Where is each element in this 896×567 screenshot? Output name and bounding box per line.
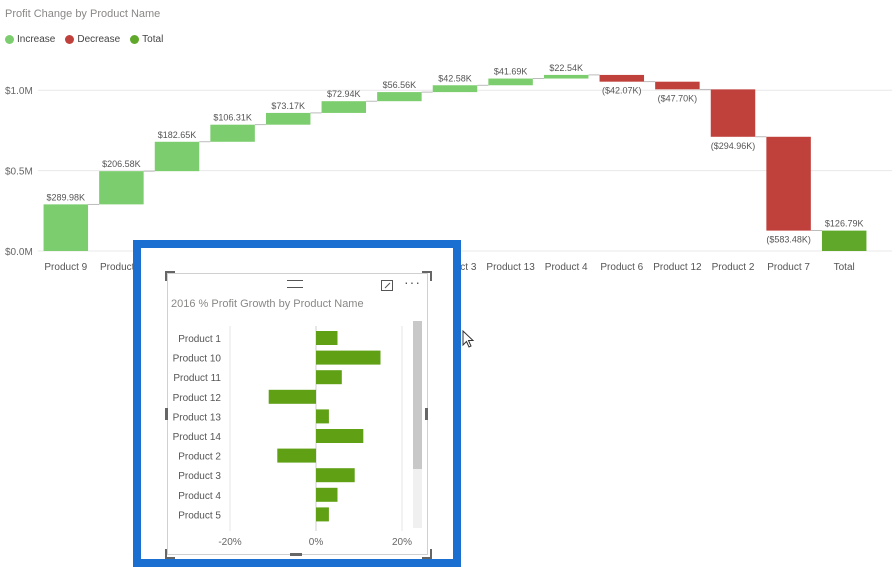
waterfall-bar — [321, 101, 367, 113]
waterfall-data-label: $72.94K — [327, 89, 361, 99]
waterfall-chart: $0.0M $0.5M $1.0M $289.98K Product 9 $206.58K… — [5, 63, 892, 273]
x-tick-label: 0% — [309, 537, 324, 548]
horizontal-bar-chart: -20% 0% 20% Product 1 Product 10 Product 11 Pr… — [173, 326, 412, 548]
scrollbar-thumb[interactable] — [413, 321, 422, 469]
x-tick-label: -20% — [218, 537, 241, 548]
growth-bar — [316, 468, 355, 483]
waterfall-data-label: $206.58K — [102, 159, 141, 169]
x-tick-label: Product 13 — [486, 262, 535, 273]
waterfall-data-label: $182.65K — [158, 130, 197, 140]
y-category-label: Product 13 — [173, 412, 222, 423]
legend-swatch-decrease — [65, 35, 75, 44]
waterfall-data-label: ($42.07K) — [602, 86, 642, 96]
legend-item-total[interactable]: Total — [130, 34, 163, 45]
growth-bar — [316, 409, 329, 424]
vertical-scrollbar[interactable] — [413, 321, 422, 528]
y-tick-label: $1.0M — [5, 86, 33, 97]
waterfall-bar — [377, 92, 422, 102]
legend-label-total: Total — [142, 34, 164, 45]
bar-chart-title: 2016 % Profit Growth by Product Name — [171, 298, 364, 310]
y-category-label: Product 5 — [178, 510, 221, 521]
x-tick-label: Product 9 — [44, 262, 87, 273]
y-category-label: Product 11 — [173, 373, 221, 384]
y-tick-label: $0.0M — [5, 247, 33, 258]
growth-bar — [316, 370, 342, 385]
x-tick-label: Total — [834, 262, 855, 273]
waterfall-bar — [766, 136, 811, 231]
y-category-label: Product 4 — [178, 491, 221, 502]
waterfall-data-label: $73.17K — [271, 101, 305, 111]
waterfall-bar — [432, 85, 478, 93]
waterfall-bar — [543, 74, 589, 79]
x-tick-label: Product 2 — [712, 262, 755, 273]
y-category-label: Product 14 — [173, 432, 222, 443]
resize-handle-bottom[interactable] — [290, 553, 302, 556]
x-tick-label: Product 7 — [767, 262, 810, 273]
resize-handle-left[interactable] — [165, 408, 168, 420]
x-tick-label: Product 4 — [545, 262, 588, 273]
waterfall-bar — [599, 74, 645, 82]
drag-grip-icon[interactable] — [287, 280, 303, 288]
x-tick-label: Product 6 — [600, 262, 643, 273]
growth-bar — [316, 350, 381, 365]
waterfall-title: Profit Change by Product Name — [5, 8, 161, 20]
waterfall-bar — [154, 141, 200, 172]
bar-chart-visual[interactable]: ··· 2016 % Profit Growth by Product Name… — [141, 248, 453, 559]
growth-bar — [316, 429, 364, 443]
waterfall-bar — [488, 78, 533, 86]
resize-handle-bottom-right[interactable] — [422, 549, 432, 559]
y-category-label: Product 1 — [178, 334, 221, 345]
waterfall-data-label: $289.98K — [47, 192, 86, 202]
mouse-cursor-icon — [462, 330, 475, 348]
legend-item-decrease[interactable]: Decrease — [65, 34, 120, 45]
waterfall-bar — [265, 112, 311, 125]
waterfall-data-label: ($583.48K) — [766, 235, 811, 245]
x-tick-label: 20% — [392, 537, 412, 548]
legend-swatch-total — [130, 35, 140, 44]
more-options-icon[interactable]: ··· — [404, 274, 421, 290]
resize-handle-bottom-left[interactable] — [165, 549, 175, 559]
resize-handle-top-right[interactable] — [422, 271, 432, 281]
x-tick-label: Product 12 — [653, 262, 702, 273]
x-tick-label: Product 1 — [100, 262, 143, 273]
waterfall-bar — [655, 81, 700, 90]
resize-handle-top-left[interactable] — [165, 271, 175, 281]
growth-bar — [268, 389, 316, 404]
waterfall-data-label: $126.79K — [825, 219, 864, 229]
legend-swatch-increase — [5, 35, 14, 44]
resize-handle-right[interactable] — [425, 408, 428, 420]
legend-label-increase: Increase — [17, 34, 56, 45]
y-category-label: Product 10 — [173, 354, 222, 365]
growth-bar — [316, 487, 338, 502]
y-tick-label: $0.5M — [5, 167, 33, 178]
y-category-label: Product 3 — [178, 471, 221, 482]
waterfall-data-label: $56.56K — [383, 80, 417, 90]
y-category-label: Product 12 — [173, 393, 222, 404]
waterfall-legend: Increase Decrease Total — [5, 34, 163, 45]
waterfall-data-label: $41.69K — [494, 67, 528, 77]
growth-bar — [277, 448, 316, 463]
waterfall-data-label: $42.58K — [438, 73, 472, 83]
legend-item-increase[interactable]: Increase — [5, 34, 55, 45]
waterfall-bar — [821, 230, 867, 251]
waterfall-data-label: $106.31K — [213, 113, 252, 123]
waterfall-bar — [710, 89, 756, 137]
y-category-label: Product 2 — [178, 452, 221, 463]
legend-label-decrease: Decrease — [77, 34, 121, 45]
focus-mode-icon[interactable] — [381, 280, 393, 291]
waterfall-bar — [99, 171, 144, 205]
waterfall-data-label: ($294.96K) — [711, 141, 756, 151]
waterfall-data-label: $22.54K — [549, 63, 583, 73]
growth-bar — [316, 507, 329, 522]
growth-bar — [316, 331, 338, 345]
waterfall-data-label: ($47.70K) — [658, 93, 698, 103]
waterfall-bar — [43, 204, 89, 251]
waterfall-bar — [210, 124, 255, 142]
